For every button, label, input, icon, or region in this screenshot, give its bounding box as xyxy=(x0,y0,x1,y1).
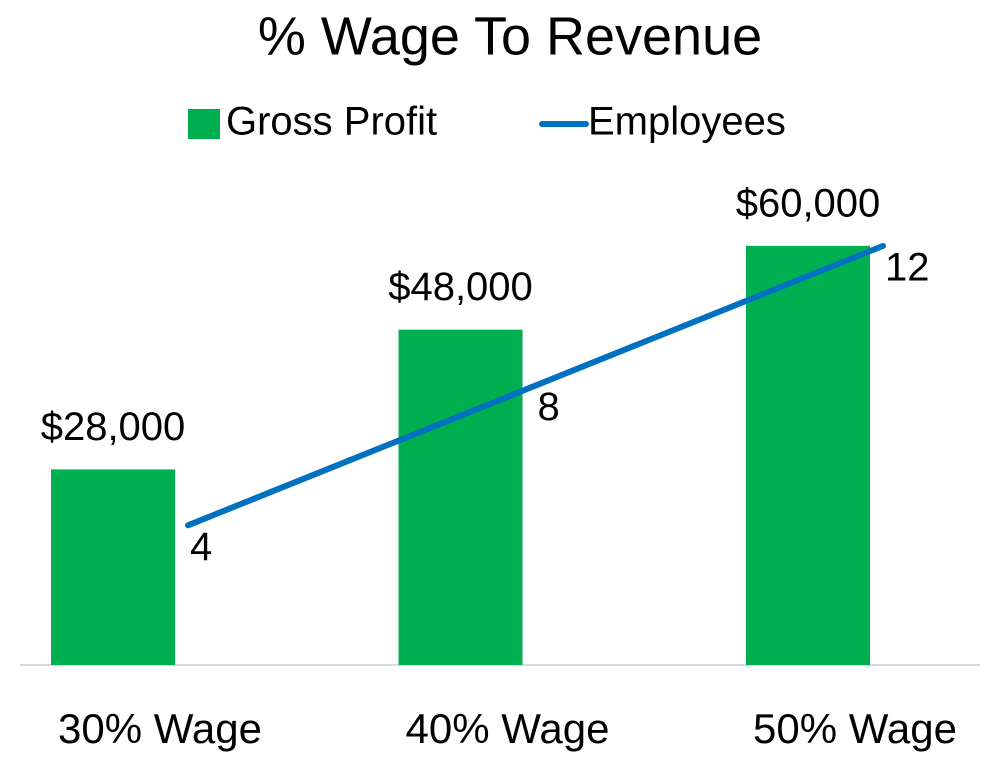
x-tick-label: 40% Wage xyxy=(406,705,610,752)
data-label: $48,000 xyxy=(388,265,533,309)
legend-label: Gross Profit xyxy=(226,100,437,144)
line xyxy=(185,242,886,529)
data-label: 4 xyxy=(190,525,212,569)
legend-swatch xyxy=(188,109,220,139)
bar xyxy=(398,329,523,665)
data-label: $60,000 xyxy=(736,181,881,225)
bar xyxy=(51,469,175,665)
chart-title: % Wage To Revenue xyxy=(258,6,762,66)
data-label: 12 xyxy=(885,245,930,289)
data-label: $28,000 xyxy=(41,405,186,449)
legend-label: Employees xyxy=(588,100,786,144)
x-tick-label: 50% Wage xyxy=(753,705,957,752)
data-label: 8 xyxy=(538,385,560,429)
bar xyxy=(746,245,870,665)
x-tick-label: 30% Wage xyxy=(58,705,262,752)
